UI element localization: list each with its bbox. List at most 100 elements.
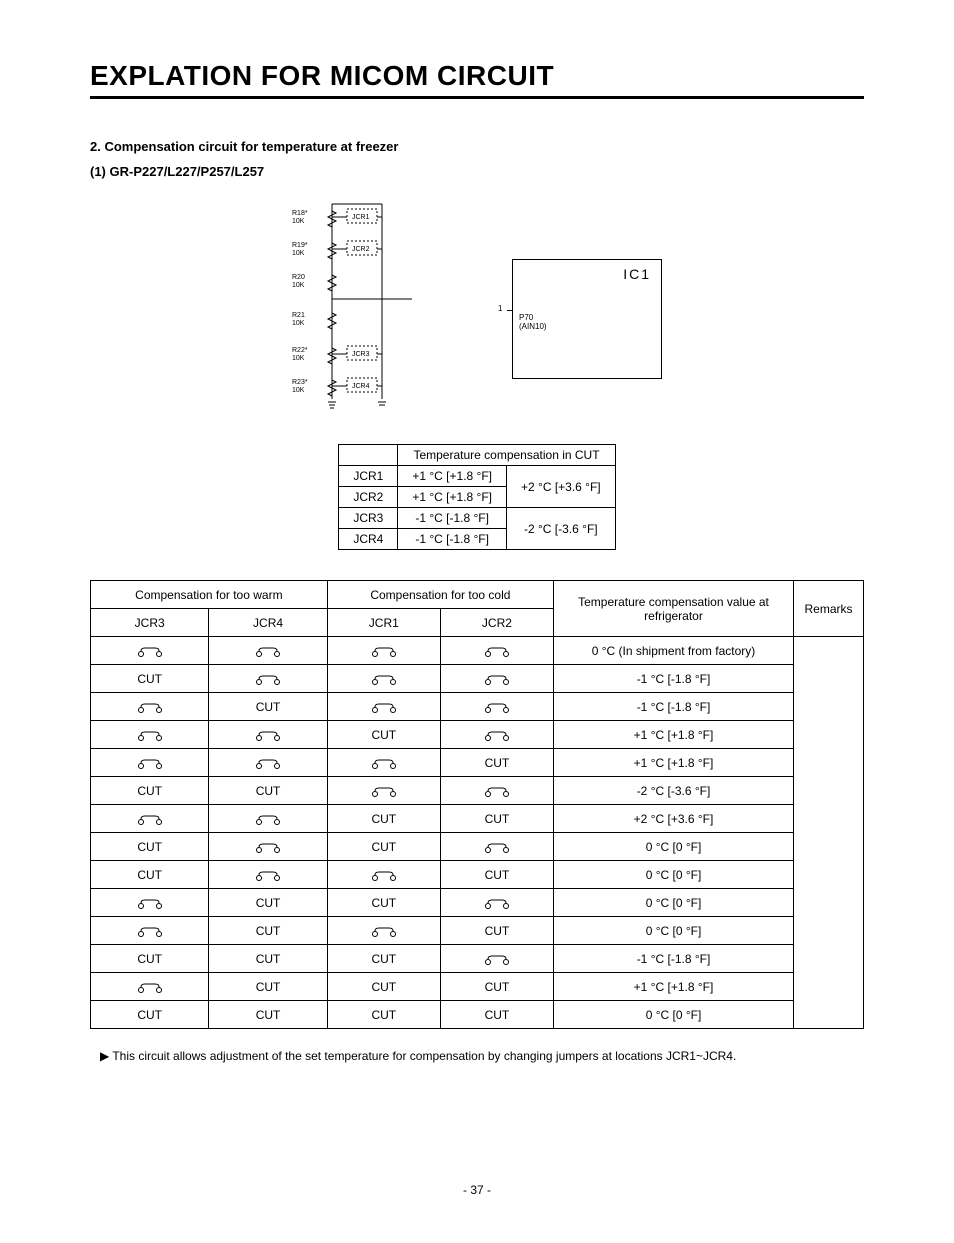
jumper-state — [91, 721, 209, 749]
svg-text:R21: R21 — [292, 312, 305, 319]
pin-label: P70(AIN10) — [519, 314, 547, 332]
table1-group: +2 °C [+3.6 °F] — [507, 466, 616, 508]
table-row: CUT-1 °C [-1.8 °F] — [91, 693, 864, 721]
jumper-state — [209, 861, 327, 889]
jumper-state — [91, 749, 209, 777]
jumper-state: CUT — [327, 833, 440, 861]
jumper-state: CUT — [440, 805, 553, 833]
compensation-matrix-table: Compensation for too warm Compensation f… — [90, 580, 864, 1029]
table1-val: -1 °C [-1.8 °F] — [398, 529, 507, 550]
jumper-state: CUT — [91, 1001, 209, 1029]
table1-jcr: JCR1 — [339, 466, 398, 487]
jumper-state — [209, 665, 327, 693]
jumper-state — [440, 693, 553, 721]
table-row: CUTCUT0 °C [0 °F] — [91, 917, 864, 945]
pin-number: 1 — [498, 304, 502, 313]
table-row: CUT+1 °C [+1.8 °F] — [91, 721, 864, 749]
table-row: CUTCUT0 °C [0 °F] — [91, 861, 864, 889]
table-row: CUT -1 °C [-1.8 °F] — [91, 665, 864, 693]
jumper-state: CUT — [327, 889, 440, 917]
table-row: CUTCUTCUT+1 °C [+1.8 °F] — [91, 973, 864, 1001]
svg-text:R23*: R23* — [292, 379, 308, 386]
table-row: 0 °C (In shipment from factory) — [91, 637, 864, 665]
svg-text:10K: 10K — [292, 282, 305, 289]
circuit-diagram: R18*10K JCR1 R19*10K JCR2 R2010K R2110K … — [90, 199, 864, 414]
jumper-state: CUT — [209, 945, 327, 973]
table1-val: +1 °C [+1.8 °F] — [398, 487, 507, 508]
resistor-ladder: R18*10K JCR1 R19*10K JCR2 R2010K R2110K … — [292, 199, 412, 414]
jumper-state — [327, 665, 440, 693]
jumper-state: CUT — [91, 833, 209, 861]
svg-text:JCR3: JCR3 — [352, 351, 370, 358]
jumper-state — [91, 889, 209, 917]
jumper-state — [91, 693, 209, 721]
jumper-state — [440, 637, 553, 665]
jumper-state: CUT — [209, 1001, 327, 1029]
jumper-state — [209, 637, 327, 665]
jumper-state — [440, 665, 553, 693]
header-remarks: Remarks — [794, 581, 864, 637]
svg-text:R22*: R22* — [292, 347, 308, 354]
compensation-value: 0 °C [0 °F] — [554, 861, 794, 889]
svg-text:R18*: R18* — [292, 210, 308, 217]
svg-text:R20: R20 — [292, 274, 305, 281]
jumper-state: CUT — [327, 973, 440, 1001]
jumper-state — [91, 805, 209, 833]
jumper-state — [91, 973, 209, 1001]
table1-header: Temperature compensation in CUT — [398, 445, 615, 466]
header-cold: Compensation for too cold — [327, 581, 553, 609]
compensation-value: -1 °C [-1.8 °F] — [554, 665, 794, 693]
svg-text:10K: 10K — [292, 320, 305, 327]
compensation-value: -1 °C [-1.8 °F] — [554, 945, 794, 973]
footnote: ▶ This circuit allows adjustment of the … — [100, 1049, 864, 1063]
jumper-state — [209, 721, 327, 749]
ladder-svg: R18*10K JCR1 R19*10K JCR2 R2010K R2110K … — [292, 199, 412, 414]
jumper-state: CUT — [440, 861, 553, 889]
page-number: - 37 - — [90, 1183, 864, 1197]
svg-text:JCR2: JCR2 — [352, 246, 370, 253]
jumper-state: CUT — [327, 805, 440, 833]
compensation-value: -1 °C [-1.8 °F] — [554, 693, 794, 721]
jumper-state — [91, 637, 209, 665]
svg-text:10K: 10K — [292, 218, 305, 225]
model-line: (1) GR-P227/L227/P257/L257 — [90, 164, 864, 179]
table-row: CUT+1 °C [+1.8 °F] — [91, 749, 864, 777]
jumper-state — [440, 833, 553, 861]
compensation-value: -2 °C [-3.6 °F] — [554, 777, 794, 805]
compensation-value: +2 °C [+3.6 °F] — [554, 805, 794, 833]
compensation-value: 0 °C [0 °F] — [554, 889, 794, 917]
table-row: CUTCUTCUTCUT0 °C [0 °F] — [91, 1001, 864, 1029]
compensation-value: +1 °C [+1.8 °F] — [554, 973, 794, 1001]
svg-text:10K: 10K — [292, 355, 305, 362]
header-warm: Compensation for too warm — [91, 581, 328, 609]
jumper-state — [327, 861, 440, 889]
table1-val: -1 °C [-1.8 °F] — [398, 508, 507, 529]
compensation-value: 0 °C [0 °F] — [554, 1001, 794, 1029]
jumper-state: CUT — [209, 889, 327, 917]
jumper-state: CUT — [440, 1001, 553, 1029]
jumper-state — [327, 693, 440, 721]
jumper-state: CUT — [91, 945, 209, 973]
jumper-state: CUT — [91, 777, 209, 805]
svg-text:JCR1: JCR1 — [352, 214, 370, 221]
jumper-state: CUT — [209, 973, 327, 1001]
table-row: CUTCUTCUT-1 °C [-1.8 °F] — [91, 945, 864, 973]
jumper-state: CUT — [327, 721, 440, 749]
compensation-cut-table: Temperature compensation in CUT JCR1 +1 … — [338, 444, 615, 550]
compensation-value: 0 °C [0 °F] — [554, 833, 794, 861]
svg-text:10K: 10K — [292, 250, 305, 257]
table-row: CUT CUT 0 °C [0 °F] — [91, 833, 864, 861]
jumper-state — [209, 833, 327, 861]
section-subtitle: 2. Compensation circuit for temperature … — [90, 139, 864, 154]
svg-text:R19*: R19* — [292, 242, 308, 249]
jumper-state — [327, 917, 440, 945]
jumper-state: CUT — [327, 945, 440, 973]
table1-val: +1 °C [+1.8 °F] — [398, 466, 507, 487]
table1-jcr: JCR4 — [339, 529, 398, 550]
svg-text:10K: 10K — [292, 387, 305, 394]
jumper-state: CUT — [91, 665, 209, 693]
jumper-state — [209, 749, 327, 777]
table-row: CUTCUT-2 °C [-3.6 °F] — [91, 777, 864, 805]
jumper-state — [91, 917, 209, 945]
table1-group: -2 °C [-3.6 °F] — [507, 508, 616, 550]
